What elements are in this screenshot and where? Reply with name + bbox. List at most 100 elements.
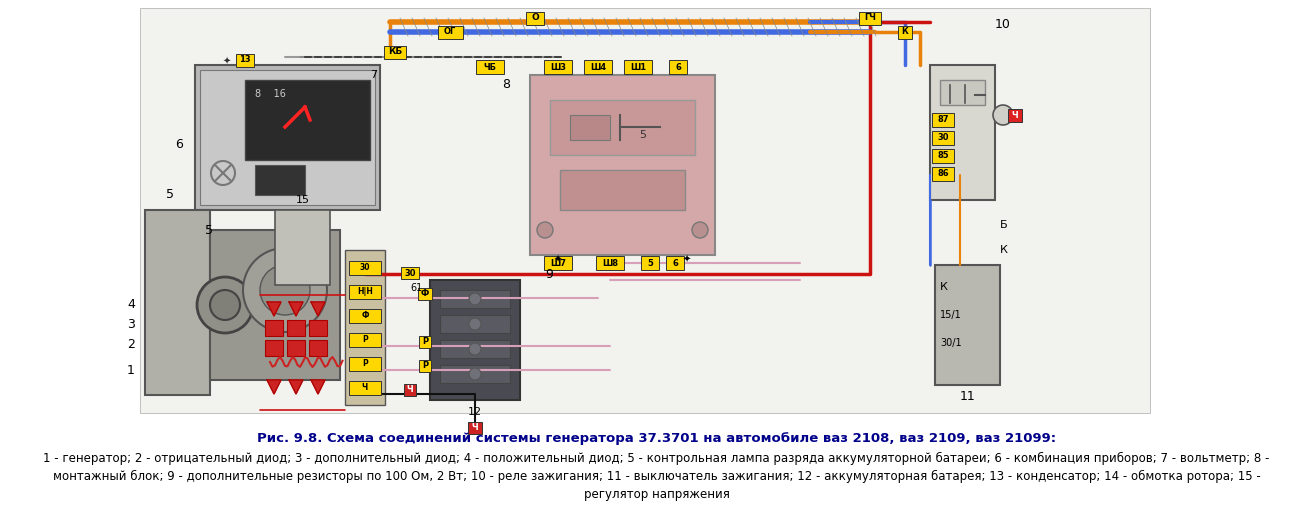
Bar: [383, 46, 406, 58]
Bar: [274, 210, 330, 285]
Text: 5: 5: [165, 189, 175, 201]
Bar: [419, 336, 431, 348]
Bar: [144, 210, 210, 395]
Text: 30/1: 30/1: [940, 338, 961, 348]
Bar: [570, 115, 611, 140]
Bar: [670, 60, 687, 74]
Polygon shape: [289, 302, 303, 316]
Text: Ш7: Ш7: [550, 259, 566, 268]
Bar: [550, 100, 695, 155]
Polygon shape: [311, 302, 326, 316]
Text: О: О: [532, 13, 538, 22]
Text: 87: 87: [937, 116, 949, 124]
Bar: [196, 65, 379, 210]
Bar: [932, 149, 955, 163]
Polygon shape: [311, 380, 326, 394]
Bar: [935, 265, 1001, 385]
Text: ГЧ: ГЧ: [864, 13, 876, 22]
Bar: [309, 340, 327, 356]
Bar: [666, 256, 684, 270]
Bar: [349, 333, 381, 347]
Bar: [932, 131, 955, 145]
Bar: [467, 422, 482, 434]
Text: 10: 10: [995, 19, 1011, 31]
Text: Ч: Ч: [407, 386, 414, 395]
Bar: [859, 12, 881, 24]
Text: 5: 5: [639, 130, 646, 140]
Bar: [309, 320, 327, 336]
Text: Ш4: Ш4: [590, 63, 607, 72]
Text: К: К: [1001, 245, 1008, 255]
Text: Р: Р: [421, 362, 428, 371]
Text: ✦: ✦: [223, 57, 231, 67]
Bar: [932, 167, 955, 181]
Text: Б: Б: [1001, 220, 1007, 230]
Text: Ч: Ч: [362, 383, 368, 392]
Text: 6: 6: [672, 259, 678, 268]
Bar: [440, 290, 509, 308]
Bar: [584, 60, 612, 74]
Bar: [440, 315, 509, 333]
Text: Рис. 9.8. Схема соединений системы генератора 37.3701 на автомобиле ваз 2108, ва: Рис. 9.8. Схема соединений системы генер…: [257, 432, 1056, 445]
Bar: [544, 256, 572, 270]
Text: К: К: [940, 282, 948, 292]
Bar: [265, 320, 284, 336]
Text: ✦: ✦: [683, 255, 691, 265]
Text: 5: 5: [647, 259, 653, 268]
Text: регулятор напряжения: регулятор напряжения: [583, 488, 730, 501]
Text: Н|Н: Н|Н: [357, 287, 373, 296]
Text: Р: Р: [362, 359, 368, 369]
Bar: [544, 60, 572, 74]
Text: 15/1: 15/1: [940, 310, 961, 320]
Bar: [345, 250, 385, 405]
Bar: [349, 309, 381, 323]
Polygon shape: [267, 302, 281, 316]
Polygon shape: [289, 380, 303, 394]
Text: 7: 7: [370, 70, 377, 80]
Text: Р: Р: [362, 336, 368, 345]
Bar: [419, 360, 431, 372]
Text: ОГ: ОГ: [444, 28, 456, 37]
Bar: [349, 381, 381, 395]
Bar: [930, 65, 995, 200]
Bar: [561, 170, 685, 210]
Bar: [140, 8, 1150, 413]
Text: 13: 13: [239, 56, 251, 64]
Circle shape: [197, 277, 253, 333]
Text: ✦: ✦: [554, 255, 562, 265]
Circle shape: [469, 293, 481, 305]
Circle shape: [692, 222, 708, 238]
Text: 8    16: 8 16: [255, 89, 285, 99]
Text: 4: 4: [127, 298, 135, 312]
Bar: [288, 320, 305, 336]
Bar: [437, 25, 462, 39]
Text: 9: 9: [545, 269, 553, 281]
Text: 61: 61: [410, 283, 423, 293]
Bar: [641, 256, 659, 270]
Bar: [246, 80, 370, 160]
Bar: [200, 70, 376, 205]
Text: 11: 11: [960, 390, 976, 404]
Text: КБ: КБ: [387, 47, 402, 56]
Text: Ш1: Ш1: [630, 63, 646, 72]
Bar: [596, 256, 624, 270]
Bar: [404, 384, 416, 396]
Text: Ш8: Ш8: [601, 259, 618, 268]
Bar: [440, 365, 509, 383]
Text: 30: 30: [404, 269, 416, 278]
Bar: [530, 75, 716, 255]
Bar: [940, 80, 985, 105]
Bar: [477, 60, 504, 74]
Text: 1 - генератор; 2 - отрицательный диод; 3 - дополнительный диод; 4 - положительны: 1 - генератор; 2 - отрицательный диод; 3…: [43, 452, 1270, 465]
Circle shape: [537, 222, 553, 238]
Bar: [349, 357, 381, 371]
Text: Р: Р: [421, 338, 428, 347]
Text: 5: 5: [205, 224, 213, 236]
Text: Ш3: Ш3: [550, 63, 566, 72]
Text: 6: 6: [175, 139, 183, 151]
Bar: [349, 285, 381, 299]
Bar: [236, 54, 253, 66]
Circle shape: [243, 248, 327, 332]
Circle shape: [469, 368, 481, 380]
Bar: [440, 340, 509, 358]
